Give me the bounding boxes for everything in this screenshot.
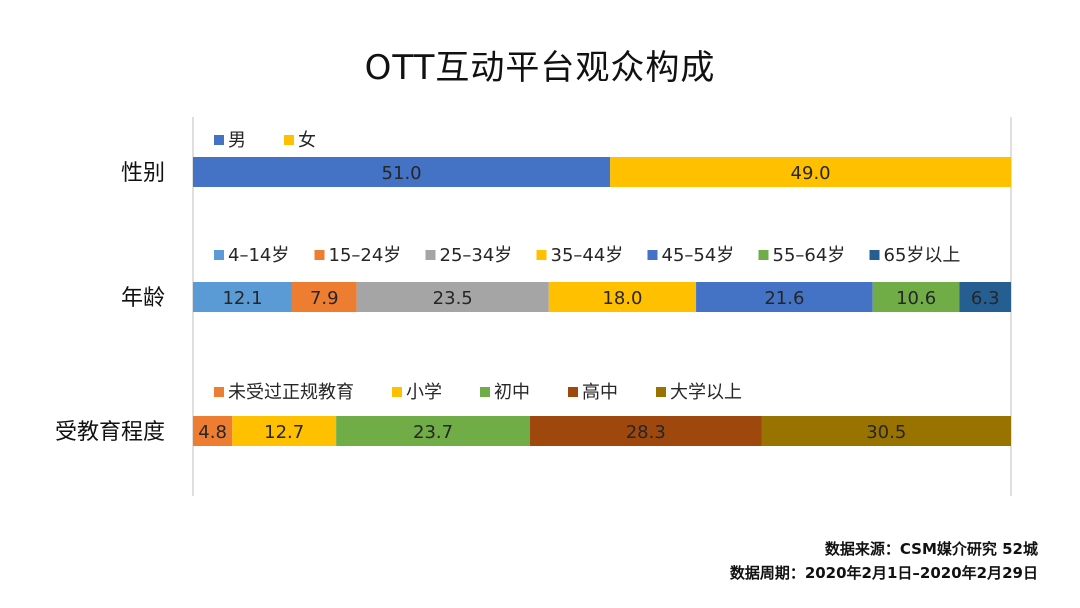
legend-swatch xyxy=(568,387,578,397)
legend-label: 25–34岁 xyxy=(440,245,513,266)
legend-label: 女 xyxy=(298,130,316,151)
legend-swatch xyxy=(214,387,224,397)
bar-segment xyxy=(872,282,960,312)
bar-segment xyxy=(696,282,873,312)
bar-segment xyxy=(761,416,1011,446)
legend-swatch xyxy=(425,250,436,260)
category-label: 年龄 xyxy=(121,286,165,311)
legend-label: 4–14岁 xyxy=(228,245,289,266)
legend-swatch xyxy=(869,250,880,260)
data-label: 4.8 xyxy=(198,422,227,443)
data-label: 30.5 xyxy=(866,422,906,443)
legend-swatch xyxy=(758,250,769,260)
data-period-note: 数据周期：2020年2月1日–2020年2月29日 xyxy=(729,564,1038,582)
data-label: 49.0 xyxy=(791,163,831,184)
bar-segment xyxy=(232,416,337,446)
bar-segment xyxy=(291,282,357,312)
bar-segment xyxy=(530,416,762,446)
stacked-bar-chart: 性别 51.0 49.0 男 女年龄 12.1 7.9 23.5 18.0 21.6 10.6 6.3… xyxy=(55,117,1012,496)
data-label: 18.0 xyxy=(602,288,642,309)
legend-swatch xyxy=(214,250,224,260)
legend-swatch xyxy=(314,250,325,260)
legend-swatch xyxy=(647,250,658,260)
bar-segment xyxy=(193,282,292,312)
legend-label: 高中 xyxy=(582,382,618,403)
data-label: 23.7 xyxy=(413,422,453,443)
legend-swatch xyxy=(392,387,402,397)
legend-swatch xyxy=(214,135,224,145)
legend-label: 男 xyxy=(228,130,246,151)
legend-label: 45–54岁 xyxy=(662,245,735,266)
bar-segment xyxy=(959,282,1011,312)
legend-label: 35–44岁 xyxy=(551,245,624,266)
data-label: 12.7 xyxy=(264,422,304,443)
bar-segment xyxy=(610,157,1011,187)
bar-segment xyxy=(356,282,549,312)
data-label: 21.6 xyxy=(764,288,804,309)
category-label: 性别 xyxy=(121,161,165,186)
data-label: 10.6 xyxy=(896,288,936,309)
data-label: 51.0 xyxy=(382,163,422,184)
bar-segment xyxy=(193,416,233,446)
legend-swatch xyxy=(536,250,547,260)
legend-swatch xyxy=(284,135,294,145)
legend-swatch xyxy=(656,387,666,397)
data-label: 7.9 xyxy=(310,288,339,309)
legend-label: 初中 xyxy=(494,382,530,403)
category-label: 受教育程度 xyxy=(55,420,165,445)
data-label: 6.3 xyxy=(971,288,1000,309)
data-label: 28.3 xyxy=(626,422,666,443)
legend-label: 65岁以上 xyxy=(884,245,961,266)
bar-segment xyxy=(548,282,697,312)
legend-label: 55–64岁 xyxy=(773,245,846,266)
data-label: 12.1 xyxy=(222,288,262,309)
chart-title: OTT互动平台观众构成 xyxy=(364,48,716,88)
legend-label: 15–24岁 xyxy=(329,245,402,266)
legend-label: 小学 xyxy=(406,382,442,403)
legend-label: 大学以上 xyxy=(670,382,742,403)
bar-segment xyxy=(193,157,611,187)
bar-segment xyxy=(336,416,531,446)
data-label: 23.5 xyxy=(433,288,473,309)
data-source-note: 数据来源：CSM媒介研究 52城 xyxy=(824,540,1038,558)
legend-label: 未受过正规教育 xyxy=(228,382,354,403)
legend-swatch xyxy=(480,387,490,397)
